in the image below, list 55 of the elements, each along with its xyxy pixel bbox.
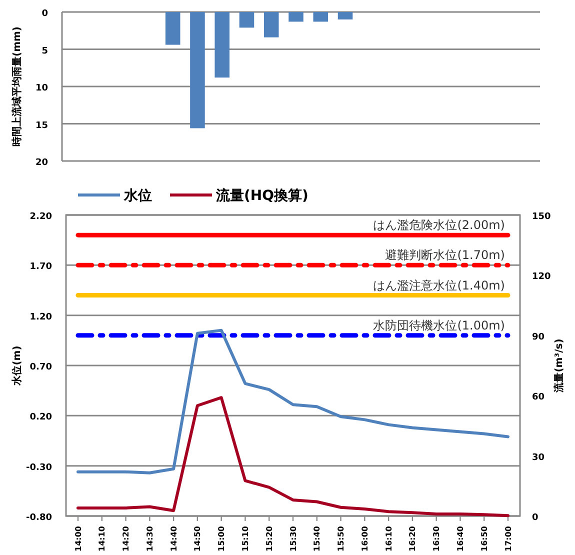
x-tick-label: 15:10 <box>241 526 250 552</box>
x-tick-label: 15:00 <box>217 526 226 552</box>
y-tick-label: 0.20 <box>30 412 52 423</box>
x-tick-label: 16:50 <box>480 526 489 552</box>
ref-line-label: 避難判断水位(1.70m) <box>385 248 505 262</box>
y-tick-label: 20 <box>35 158 48 168</box>
bar <box>264 12 279 38</box>
bar <box>214 12 230 78</box>
y-tick-label: 1.20 <box>30 312 52 322</box>
y-tick-label: 0.70 <box>30 362 52 372</box>
legend-label: 流量(HQ換算) <box>215 187 308 204</box>
y-tick-label: 2.20 <box>30 212 52 222</box>
y2-tick-label: 90 <box>532 332 545 342</box>
line-series <box>76 396 510 518</box>
bar <box>288 12 304 22</box>
bar <box>313 12 328 22</box>
y-tick-label: 5 <box>42 46 48 56</box>
legend-label: 水位 <box>123 188 152 204</box>
y-tick-label: 1.70 <box>30 262 52 272</box>
ref-line-label: はん濫危険水位(2.00m) <box>373 218 505 232</box>
x-tick-label: 15:40 <box>312 526 322 552</box>
y2-tick-label: 120 <box>532 272 551 282</box>
y-axis-title: 水位(m) <box>11 346 23 386</box>
y-tick-label: -0.80 <box>26 513 52 523</box>
y-tick-label: 0 <box>42 9 48 19</box>
y-tick-label: 15 <box>35 120 48 131</box>
x-tick-label: 14:50 <box>193 526 202 552</box>
x-tick-label: 14:30 <box>145 526 154 552</box>
x-tick-label: 15:20 <box>264 526 274 552</box>
ref-line-label: はん濫注意水位(1.40m) <box>373 278 505 292</box>
y-tick-label: 10 <box>35 84 48 94</box>
bar <box>165 12 180 45</box>
y2-tick-label: 150 <box>532 212 551 222</box>
x-tick-label: 16:20 <box>408 526 418 552</box>
x-tick-label: 14:10 <box>98 526 107 552</box>
x-tick-label: 17:00 <box>504 526 513 552</box>
x-tick-label: 16:40 <box>456 526 466 552</box>
x-tick-label: 15:30 <box>288 526 298 552</box>
bar <box>239 12 254 28</box>
x-tick-label: 16:10 <box>384 526 394 552</box>
x-tick-label: 16:30 <box>432 526 442 552</box>
x-tick-label: 15:50 <box>336 526 346 552</box>
x-tick-label: 14:00 <box>74 526 83 552</box>
x-tick-label: 14:20 <box>122 526 131 552</box>
ref-line-label: 水防団待機水位(1.00m) <box>373 318 505 332</box>
y-tick-label: -0.30 <box>26 462 52 473</box>
x-tick-label: 16:00 <box>360 526 370 552</box>
bar <box>190 12 205 128</box>
x-tick-label: 14:40 <box>169 526 178 552</box>
y-axis-title: 時間上流域平均雨量(mm) <box>11 26 23 146</box>
bar <box>338 12 353 20</box>
y2-tick-label: 0 <box>532 513 538 523</box>
y2-axis-title: 流量(m³/s) <box>553 338 565 394</box>
y2-tick-label: 60 <box>532 392 545 403</box>
y2-tick-label: 30 <box>532 452 545 463</box>
